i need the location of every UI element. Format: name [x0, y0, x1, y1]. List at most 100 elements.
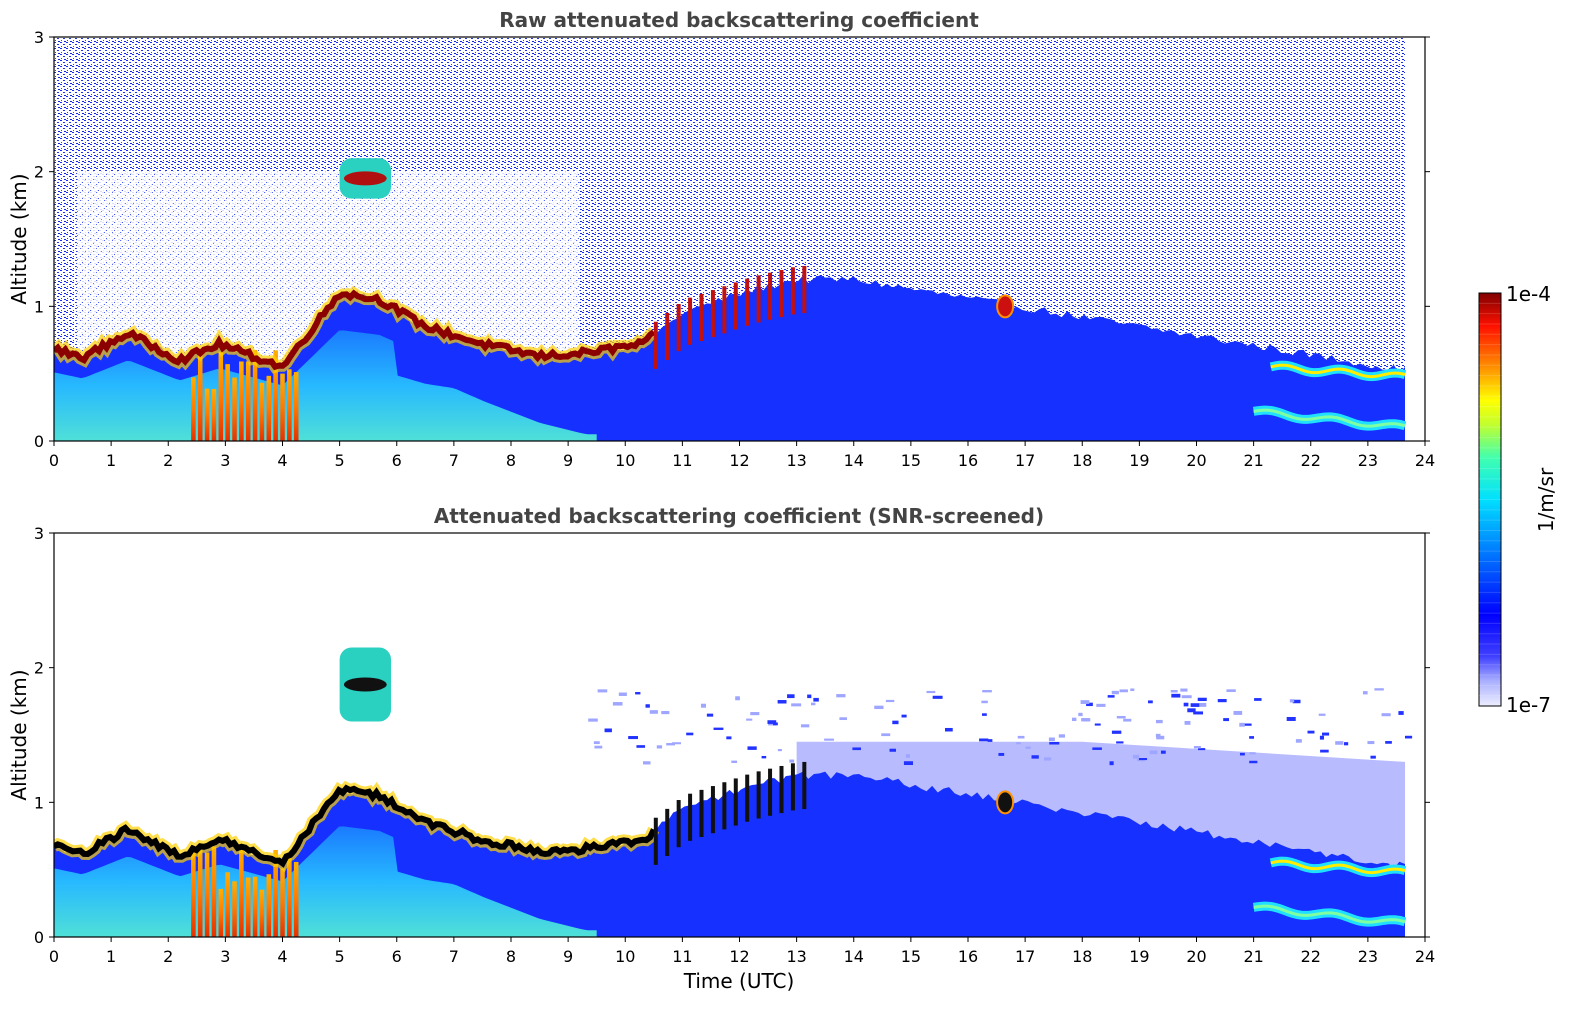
screened-speckle — [1374, 688, 1384, 691]
surface-hot-column — [232, 881, 237, 937]
y-tick-label: 1 — [34, 297, 44, 316]
surface-hot-column — [239, 361, 244, 441]
raw-y-axis-label: Altitude (km) — [7, 173, 31, 304]
surface-hot-column — [273, 350, 278, 441]
screened-speckle — [747, 746, 757, 750]
screened-speckle — [926, 690, 936, 694]
surface-hot-column — [266, 874, 272, 937]
screened-speckle — [1254, 698, 1262, 701]
x-tick-label: 2 — [163, 451, 173, 470]
screened-speckle — [1031, 755, 1039, 759]
x-tick-label: 1 — [106, 451, 116, 470]
screened-speckle — [1130, 688, 1135, 692]
surface-hot-column — [239, 844, 244, 937]
screened-speckle — [979, 738, 989, 742]
surface-hot-column — [293, 861, 299, 937]
screened-speckle — [1138, 758, 1148, 761]
screened-speckle — [588, 718, 598, 722]
elevated-aerosol-core — [343, 171, 387, 186]
x-tick-label: 12 — [729, 947, 749, 966]
screened-speckle — [892, 720, 899, 725]
cloud-streak — [722, 782, 727, 830]
surface-hot-column — [191, 847, 196, 937]
screened-speckle — [1043, 757, 1052, 761]
screened-speckle — [656, 745, 663, 749]
y-tick-label: 2 — [34, 659, 44, 678]
night-layer-line — [1270, 859, 1406, 875]
surface-hot-column — [266, 375, 272, 441]
screened-speckle — [800, 724, 810, 728]
raw-heatmap — [54, 37, 1425, 441]
isolated-cloud — [996, 790, 1015, 815]
bl-top-line — [54, 289, 656, 371]
screened-speckle — [597, 689, 608, 693]
surface-hot-column — [293, 372, 299, 441]
screened-speckle — [813, 697, 819, 702]
screened-speckle — [593, 741, 600, 745]
screened-speckle — [987, 739, 993, 742]
cloud-streak — [779, 269, 784, 318]
surface-hot-column — [211, 846, 217, 937]
colorbar: 1e-4 1e-7 1/m/sr — [1478, 282, 1558, 717]
cloud-streak — [733, 282, 738, 330]
screened-speckle — [1193, 746, 1201, 749]
screened-speckle — [1017, 735, 1025, 739]
screened-speckle — [839, 717, 847, 721]
night-layer-line — [1253, 904, 1406, 924]
screened-speckle — [789, 759, 795, 763]
screened-speckle — [901, 714, 907, 718]
screened-speckle — [787, 694, 795, 699]
screened-speckle — [1111, 730, 1122, 734]
screened-speckle — [1239, 722, 1245, 727]
x-tick-label: 3 — [220, 451, 230, 470]
cloud-streak — [653, 321, 658, 369]
x-tick-label: 16 — [958, 947, 978, 966]
screened-speckle — [746, 718, 753, 721]
screened-speckle — [944, 727, 953, 732]
surface-hot-column — [197, 850, 203, 937]
x-tick-label: 14 — [844, 451, 864, 470]
screened-speckle — [686, 732, 694, 736]
x-tick-label: 9 — [563, 947, 573, 966]
screened-speckle — [700, 703, 706, 708]
surface-hot-column — [245, 361, 251, 441]
x-tick-label: 11 — [672, 451, 692, 470]
x-tick-label: 4 — [277, 451, 287, 470]
screened-speckle — [1199, 702, 1207, 707]
x-tick-label: 7 — [449, 451, 459, 470]
screened-speckle — [666, 743, 675, 746]
screened-speckle — [1148, 700, 1153, 704]
surface-hot-column — [204, 388, 210, 441]
cloud-streak — [756, 771, 761, 819]
screened-speckle — [1404, 735, 1413, 739]
screened-speckle — [649, 710, 658, 714]
screened-speckle — [706, 713, 714, 717]
cloud-streak — [802, 761, 807, 810]
mixed-layer — [54, 826, 597, 937]
isolated-cloud — [996, 294, 1015, 319]
cloud-streak — [802, 265, 807, 314]
cloud-streak — [665, 808, 670, 857]
screened-speckle — [1155, 719, 1163, 724]
screened-speckle — [1233, 710, 1243, 715]
x-tick-label: 24 — [1415, 451, 1435, 470]
x-tick-label: 21 — [1243, 947, 1263, 966]
screened-speckle — [1133, 754, 1140, 759]
screened-speckle — [791, 703, 802, 707]
mixed-layer — [54, 330, 597, 441]
screened-speckle — [1058, 734, 1066, 738]
screened-speckle — [836, 694, 846, 698]
screened-speckle — [643, 761, 651, 765]
raw-panel-title: Raw attenuated backscattering coefficien… — [499, 8, 979, 32]
screened-speckle — [1286, 716, 1296, 721]
cloud-streak — [699, 293, 704, 342]
x-tick-label: 18 — [1072, 947, 1092, 966]
screened-speckle — [612, 702, 623, 706]
surface-hot-column — [232, 377, 237, 441]
cloud-streak — [676, 304, 681, 352]
screened-speckle — [1082, 718, 1091, 722]
screened-speckle — [1381, 713, 1391, 717]
raw-y-ticks: 0 1 2 3 — [34, 28, 1430, 451]
elevated-aerosol-core — [343, 677, 387, 692]
